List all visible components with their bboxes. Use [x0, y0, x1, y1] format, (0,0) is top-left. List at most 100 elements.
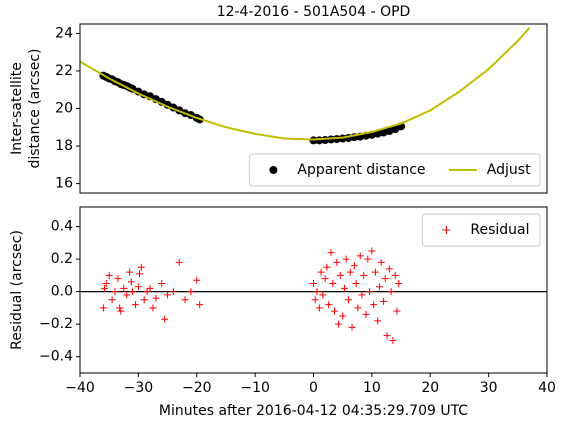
point: [187, 288, 195, 296]
y-axis-label: Residual (arcsec): [9, 230, 25, 350]
point: [111, 288, 119, 296]
point: [393, 307, 401, 315]
point: [99, 304, 107, 312]
point: [339, 312, 347, 320]
point: [383, 332, 391, 340]
point: [181, 296, 189, 304]
x-tick-label: 30: [480, 380, 498, 396]
point: [325, 301, 333, 309]
x-tick-label: 20: [421, 380, 439, 396]
point: [350, 262, 358, 270]
point: [348, 323, 356, 331]
legend-box: [248, 153, 541, 187]
point: [342, 255, 350, 263]
point: [327, 249, 335, 257]
point: [370, 301, 378, 309]
point: [395, 279, 403, 287]
point: [354, 304, 362, 312]
point: [137, 263, 145, 271]
point: [114, 275, 122, 283]
x-tick-label: 0: [309, 380, 318, 396]
y-tick-label: 22: [55, 63, 73, 79]
point: [340, 284, 348, 292]
point: [146, 284, 154, 292]
point: [375, 283, 383, 291]
y-axis-label: Inter-satellite: [9, 62, 25, 155]
point: [126, 268, 134, 276]
point: [164, 291, 172, 299]
point: [345, 296, 353, 304]
point: [129, 288, 137, 296]
point: [364, 255, 372, 263]
point: [105, 271, 113, 279]
point: [356, 252, 364, 260]
legend-label: Adjust: [487, 162, 531, 178]
x-axis-label: Minutes after 2016-04-12 04:35:29.709 UT…: [159, 403, 468, 419]
point: [374, 317, 382, 325]
legend-swatch: [442, 226, 451, 234]
y-tick-label: −0.4: [39, 349, 73, 365]
legend-swatch: [269, 166, 278, 174]
point: [331, 307, 339, 315]
point: [134, 283, 142, 291]
y-tick-label: 0.4: [51, 219, 73, 235]
x-tick-label: −40: [65, 380, 95, 396]
point: [175, 258, 183, 266]
y-tick-label: −0.2: [39, 316, 73, 332]
point: [116, 304, 124, 312]
point: [315, 304, 323, 312]
legend-label: Residual: [470, 222, 529, 238]
point: [387, 288, 395, 296]
point: [381, 275, 389, 283]
point: [311, 296, 319, 304]
point: [101, 284, 109, 292]
point: [313, 288, 321, 296]
point: [317, 268, 325, 276]
point: [193, 276, 201, 284]
point: [140, 296, 148, 304]
chart-title: 12-4-2016 - 501A504 - OPD: [217, 4, 411, 20]
point: [368, 247, 376, 255]
point: [131, 301, 139, 309]
y-tick-label: 20: [55, 101, 73, 117]
point: [149, 304, 157, 312]
point: [321, 275, 329, 283]
point: [323, 263, 331, 271]
point: [329, 279, 337, 287]
axes-frame: [79, 206, 548, 374]
point: [143, 288, 151, 296]
point: [380, 297, 388, 305]
x-tick-label: −30: [124, 380, 154, 396]
y-axis-label: distance (arcsec): [27, 48, 43, 168]
point: [127, 278, 135, 286]
point: [377, 258, 385, 266]
x-tick-label: −20: [182, 380, 212, 396]
axes-frame: [79, 23, 548, 194]
x-tick-label: 40: [538, 380, 556, 396]
point: [352, 279, 360, 287]
point: [136, 270, 144, 278]
point: [158, 279, 166, 287]
point: [333, 258, 341, 266]
point: [362, 310, 370, 318]
legend-label: Apparent distance: [297, 162, 425, 178]
y-tick-label: 0.0: [51, 284, 73, 300]
point: [389, 336, 397, 344]
point: [196, 301, 204, 309]
point: [385, 265, 393, 273]
point: [117, 307, 125, 315]
y-tick-label: 16: [55, 176, 73, 192]
point: [169, 288, 177, 296]
y-tick-label: 24: [55, 25, 73, 41]
y-tick-label: 18: [55, 138, 73, 154]
point: [366, 288, 374, 296]
point: [336, 271, 344, 279]
x-tick-label: 10: [363, 380, 381, 396]
point: [358, 291, 366, 299]
point: [346, 268, 354, 276]
plot-area: [80, 247, 547, 344]
point: [161, 315, 169, 323]
point: [371, 268, 379, 276]
fit-line: [80, 27, 531, 141]
